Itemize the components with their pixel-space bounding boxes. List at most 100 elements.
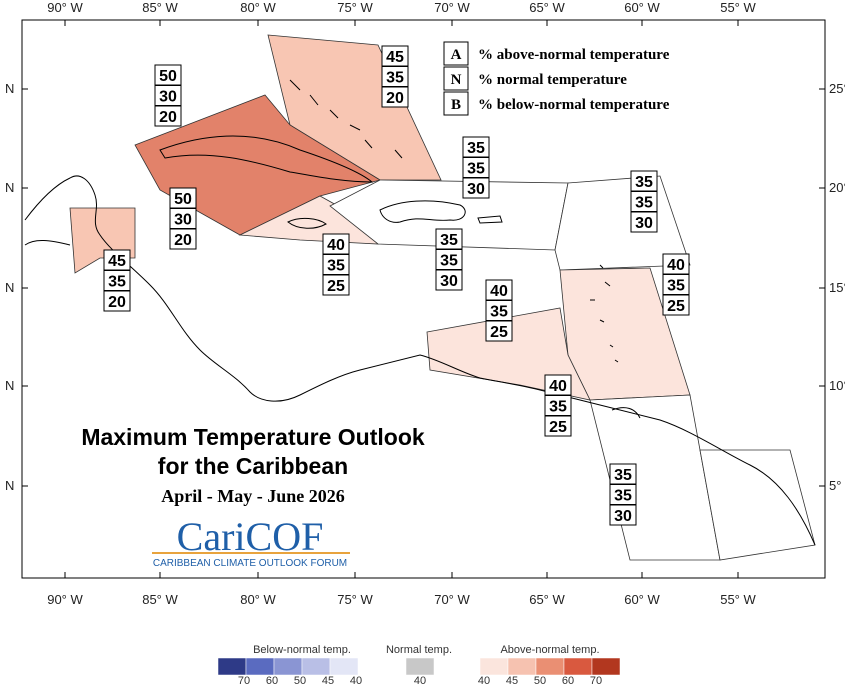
outlook-a: 35 bbox=[440, 232, 458, 249]
key-text: % normal temperature bbox=[478, 72, 627, 88]
outlook-a: 35 bbox=[467, 140, 485, 157]
outlook-b: 30 bbox=[467, 181, 485, 198]
key: A % above-normal temperature N % normal tem… bbox=[443, 41, 670, 116]
outlook-a: 50 bbox=[159, 68, 177, 85]
logo: CariCOF bbox=[177, 514, 324, 559]
outlook-box bbox=[544, 415, 572, 437]
outlook-a: 35 bbox=[635, 174, 653, 191]
lon-label-top: 60° W bbox=[624, 0, 660, 15]
coast-mexico-gulf bbox=[24, 240, 71, 246]
outlook-n: 35 bbox=[467, 161, 485, 178]
legend-tick-label: 40 bbox=[414, 675, 426, 684]
outlook-box bbox=[435, 269, 463, 291]
key-box bbox=[443, 66, 469, 91]
lon-label-bottom: 85° W bbox=[142, 592, 178, 607]
outlook-box bbox=[169, 228, 197, 250]
lon-label-top: 90° W bbox=[47, 0, 83, 15]
lon-label-bottom: 60° W bbox=[624, 592, 660, 607]
legend-tick-label: 70 bbox=[590, 675, 602, 684]
outlook-a: 45 bbox=[108, 253, 126, 270]
outlook-n: 35 bbox=[490, 304, 508, 321]
outlook-b: 20 bbox=[159, 109, 177, 126]
lon-label-top: 85° W bbox=[142, 0, 178, 15]
legend-swatch bbox=[535, 657, 565, 676]
coast-trinidad bbox=[611, 407, 641, 419]
legend-swatch bbox=[273, 657, 303, 676]
outlook-a: 40 bbox=[490, 283, 508, 300]
lat-label-right: 15° bbox=[829, 280, 845, 295]
outlook-box bbox=[154, 105, 182, 127]
lat-label-left: N bbox=[5, 180, 14, 195]
outlook-box bbox=[322, 274, 350, 296]
outlook-box bbox=[662, 294, 690, 316]
legend-title: Normal temp. bbox=[386, 644, 452, 656]
outlook-n: 35 bbox=[614, 488, 632, 505]
key-box bbox=[443, 91, 469, 116]
lat-label-left: N bbox=[5, 478, 14, 493]
lat-label-left: N bbox=[5, 280, 14, 295]
title-line2: for the Caribbean bbox=[158, 453, 348, 479]
legend-tick-label: 60 bbox=[562, 675, 574, 684]
key-letter: A bbox=[451, 47, 462, 63]
legend-tick-label: 60 bbox=[266, 675, 278, 684]
lon-label-top: 65° W bbox=[529, 0, 565, 15]
lat-label-left: N bbox=[5, 378, 14, 393]
lon-label-bottom: 80° W bbox=[240, 592, 276, 607]
outlook-n: 35 bbox=[440, 253, 458, 270]
legend-swatch bbox=[329, 657, 359, 676]
outlook-n: 30 bbox=[159, 89, 177, 106]
lat-label-right: 10° bbox=[829, 378, 845, 393]
lon-label-top: 75° W bbox=[337, 0, 373, 15]
lon-label-bottom: 65° W bbox=[529, 592, 565, 607]
outlook-n: 35 bbox=[386, 70, 404, 87]
outlook-a: 40 bbox=[327, 237, 345, 254]
outlook-n: 35 bbox=[667, 278, 685, 295]
lon-label-bottom: 90° W bbox=[47, 592, 83, 607]
lon-label-top: 55° W bbox=[720, 0, 756, 15]
lat-label-left: N bbox=[5, 81, 14, 96]
outlook-n: 35 bbox=[108, 274, 126, 291]
legend-tick-label: 50 bbox=[534, 675, 546, 684]
outlook-box bbox=[485, 320, 513, 342]
outlook-box bbox=[630, 211, 658, 233]
outlook-b: 20 bbox=[386, 90, 404, 107]
lon-label-bottom: 70° W bbox=[434, 592, 470, 607]
coast-jamaica bbox=[287, 217, 327, 229]
legend-swatch bbox=[563, 657, 593, 676]
outlook-b: 30 bbox=[440, 273, 458, 290]
key-box bbox=[443, 41, 469, 66]
coastlines bbox=[24, 79, 816, 546]
lon-label-bottom: 75° W bbox=[337, 592, 373, 607]
legend-swatch bbox=[405, 657, 435, 676]
outlook-a: 35 bbox=[614, 467, 632, 484]
outlook-b: 25 bbox=[667, 298, 685, 315]
outlook-box bbox=[103, 290, 131, 312]
legend-tick-label: 45 bbox=[322, 675, 334, 684]
region-bahamas bbox=[267, 34, 442, 181]
legend-swatch bbox=[245, 657, 275, 676]
legend-swatch bbox=[591, 657, 621, 676]
coast-cuba bbox=[159, 135, 374, 183]
outlook-b: 20 bbox=[108, 294, 126, 311]
outlook-box bbox=[609, 504, 637, 526]
legend-tick-label: 45 bbox=[506, 675, 518, 684]
lat-label-right: 20° bbox=[829, 180, 845, 195]
outlook-a: 45 bbox=[386, 49, 404, 66]
legend-tick-label: 50 bbox=[294, 675, 306, 684]
outlook-n: 35 bbox=[635, 195, 653, 212]
outlook-n: 35 bbox=[327, 258, 345, 275]
outlook-n: 35 bbox=[549, 399, 567, 416]
outlook-n: 30 bbox=[174, 212, 192, 229]
legend-swatch bbox=[479, 657, 509, 676]
coast-mainland bbox=[24, 175, 816, 546]
legend-swatch bbox=[507, 657, 537, 676]
outlook-b: 25 bbox=[490, 324, 508, 341]
coast-puerto-rico bbox=[477, 215, 503, 224]
lat-label-right: 25° bbox=[829, 81, 845, 96]
legend-title: Below-normal temp. bbox=[253, 644, 351, 656]
legend-tick-label: 40 bbox=[350, 675, 362, 684]
legend-swatch bbox=[301, 657, 331, 676]
lon-label-top: 70° W bbox=[434, 0, 470, 15]
axes: 90° W 90° W 85° W 85° W 80° W 80° W 75° W 75° W… bbox=[5, 0, 845, 607]
